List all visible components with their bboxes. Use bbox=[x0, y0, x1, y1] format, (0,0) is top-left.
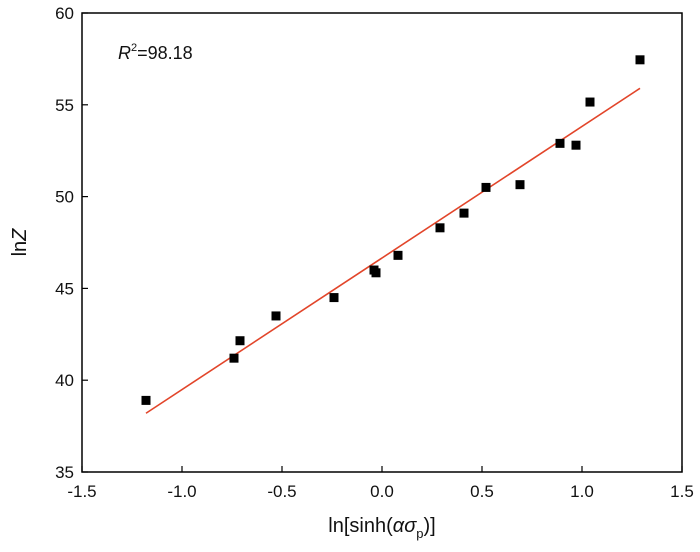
x-label-sigma: σ bbox=[404, 515, 417, 537]
x-label-sub: p bbox=[416, 526, 423, 541]
plot-frame bbox=[81, 12, 683, 473]
fit-layer bbox=[145, 87, 641, 414]
x-tick-label: -1.5 bbox=[67, 482, 96, 501]
y-axis-label: lnZ bbox=[9, 228, 31, 257]
data-point bbox=[459, 208, 469, 218]
data-point bbox=[585, 97, 595, 107]
data-point bbox=[515, 180, 525, 190]
y-label-prefix: ln bbox=[9, 241, 31, 257]
fit-line bbox=[145, 87, 641, 414]
r-squared-sup: 2 bbox=[131, 42, 137, 54]
data-point bbox=[371, 268, 381, 278]
points-layer bbox=[141, 55, 645, 405]
x-label-suffix: )] bbox=[423, 515, 435, 537]
data-point bbox=[271, 311, 281, 321]
y-tick-label: 45 bbox=[55, 279, 74, 298]
x-label-prefix: ln[sinh( bbox=[328, 515, 393, 537]
y-label-var: Z bbox=[9, 228, 31, 242]
data-point bbox=[571, 140, 581, 150]
y-tick-label: 60 bbox=[55, 4, 74, 23]
data-point bbox=[393, 250, 403, 260]
data-point bbox=[481, 182, 491, 192]
r-squared-value: =98.18 bbox=[137, 43, 193, 63]
data-point bbox=[435, 223, 445, 233]
data-point bbox=[555, 138, 565, 148]
ticks-layer: -1.5 -1.0 -0.5 0.0 0.5 1.0 1.5 35 40 45 50 55 60 bbox=[55, 4, 694, 501]
x-tick-label: -0.5 bbox=[267, 482, 296, 501]
data-point bbox=[635, 55, 645, 65]
x-axis-label: ln[sinh(ασp)] bbox=[328, 515, 435, 541]
x-tick-label: -1.0 bbox=[167, 482, 196, 501]
r-squared-annotation: R2=98.18 bbox=[118, 42, 193, 63]
data-point bbox=[229, 353, 239, 363]
x-label-alpha: α bbox=[393, 515, 405, 537]
data-point bbox=[235, 336, 245, 346]
x-tick-label: 0.5 bbox=[470, 482, 494, 501]
y-tick-label: 40 bbox=[55, 371, 74, 390]
r-squared-var: R bbox=[118, 43, 131, 63]
x-tick-label: 1.5 bbox=[670, 482, 694, 501]
y-tick-label: 55 bbox=[55, 96, 74, 115]
data-point bbox=[141, 395, 151, 405]
x-tick-label: 1.0 bbox=[570, 482, 594, 501]
y-tick-label: 50 bbox=[55, 188, 74, 207]
x-tick-label: 0.0 bbox=[370, 482, 394, 501]
data-point bbox=[329, 293, 339, 303]
y-tick-label: 35 bbox=[55, 463, 74, 482]
